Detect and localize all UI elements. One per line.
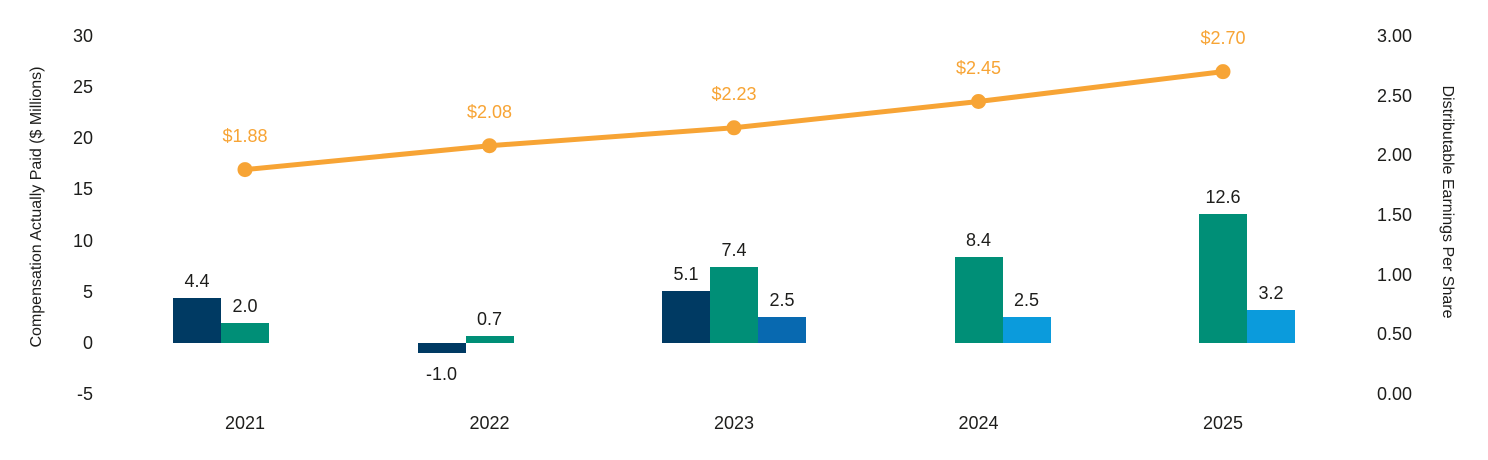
- x-axis-tick: 2021: [224, 413, 266, 433]
- right-axis-tick: 2.50: [1377, 85, 1413, 106]
- right-axis-title: Distributable Earnings Per Share: [1439, 85, 1456, 319]
- bar-value-label: 2.5: [1013, 290, 1040, 311]
- bar-2024: [1002, 317, 1051, 343]
- eps-point: [1215, 64, 1231, 80]
- bar-2023: [710, 267, 758, 343]
- bar-value-label: -1.0: [425, 364, 458, 385]
- left-axis-tick: 20: [72, 128, 93, 149]
- x-axis-tick: 2024: [958, 413, 999, 433]
- bar-2025: [1199, 213, 1247, 343]
- left-axis-tick: 0: [82, 333, 93, 353]
- eps-value-label: $2.70: [1200, 27, 1246, 48]
- x-axis-tick: 2022: [469, 413, 510, 433]
- left-axis-tick: 25: [72, 77, 93, 97]
- left-axis-title: Compensation Actually Paid ($ Millions): [28, 66, 45, 348]
- bar-value-label: 3.2: [1258, 283, 1284, 304]
- x-axis-tick: 2023: [713, 413, 755, 433]
- bar-value-label: 4.4: [184, 270, 210, 291]
- bar-2022: [465, 335, 514, 343]
- left-axis-tick: 5: [82, 281, 93, 302]
- eps-point: [237, 162, 253, 178]
- eps-value-label: $2.45: [955, 57, 1002, 78]
- bar-value-label: 0.7: [476, 308, 503, 329]
- left-axis-tick: 10: [72, 230, 93, 251]
- right-axis-tick: 1.00: [1377, 264, 1413, 285]
- bar-value-label: 2.5: [769, 290, 795, 311]
- left-axis-tick: 30: [72, 25, 93, 46]
- right-axis-tick: 0.00: [1377, 384, 1413, 405]
- bar-value-label: 7.4: [721, 240, 747, 261]
- bar-2022: [417, 343, 466, 354]
- bar-2021: [221, 322, 269, 343]
- right-axis-tick: 2.00: [1377, 145, 1413, 166]
- right-axis-tick: 1.50: [1377, 205, 1413, 225]
- bar-value-label: 8.4: [965, 229, 992, 250]
- left-axis-tick: -5: [76, 384, 93, 405]
- eps-value-label: $1.88: [222, 125, 268, 146]
- left-axis-tick: 15: [72, 179, 93, 200]
- bar-2025: [1247, 310, 1295, 343]
- bar-2024: [954, 256, 1003, 343]
- eps-value-label: $2.23: [711, 83, 757, 104]
- bar-2023: [662, 290, 710, 343]
- bar-2021: [173, 297, 221, 343]
- right-axis-tick: 3.00: [1377, 25, 1413, 46]
- x-axis-tick: 2025: [1202, 413, 1244, 433]
- eps-value-label: $2.08: [466, 101, 513, 122]
- bar-2023: [758, 317, 806, 343]
- bar-value-label: 12.6: [1205, 186, 1241, 207]
- eps-point: [482, 138, 497, 154]
- bar-value-label: 2.0: [232, 295, 258, 316]
- right-axis-tick: 0.50: [1377, 324, 1413, 345]
- bar-value-label: 5.1: [673, 263, 699, 284]
- eps-point: [726, 120, 742, 136]
- eps-point: [971, 94, 986, 110]
